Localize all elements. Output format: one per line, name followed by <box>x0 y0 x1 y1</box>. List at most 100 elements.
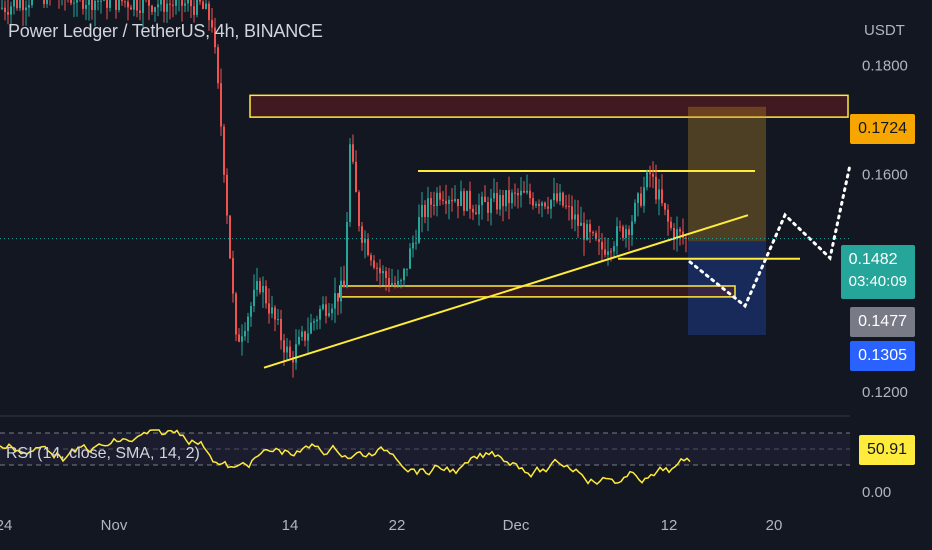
candle-body <box>313 321 315 323</box>
candle-body <box>274 307 276 320</box>
candle-body <box>88 0 90 5</box>
time-axis-label: Nov <box>101 517 128 534</box>
candle-body <box>598 239 600 242</box>
candle-body <box>388 278 390 286</box>
candle-body <box>391 283 393 286</box>
candle-body <box>277 318 279 320</box>
candle-body <box>565 205 567 207</box>
candle-body <box>463 191 465 211</box>
candle-body <box>349 144 351 223</box>
candle-body <box>241 336 243 342</box>
candle-body <box>322 304 324 309</box>
candle-body <box>46 0 48 5</box>
last-price-tag: 0.1482 03:40:09 <box>840 245 915 299</box>
candle-body <box>547 206 549 209</box>
candle-body <box>610 251 612 253</box>
candle-body <box>4 7 6 13</box>
candle-body <box>490 198 492 213</box>
candle-body <box>571 206 573 220</box>
candle-body <box>550 200 552 209</box>
candle-body <box>370 255 372 261</box>
candle-body <box>319 308 321 320</box>
support-zone <box>339 285 736 298</box>
candle-body <box>163 0 165 12</box>
candle-body <box>217 47 219 84</box>
candle-body <box>568 205 570 207</box>
candle-body <box>595 232 597 240</box>
candle-body <box>25 7 27 11</box>
candle-body <box>553 193 555 201</box>
candle-body <box>451 199 453 202</box>
candle-body <box>271 307 273 314</box>
candle-body <box>283 340 285 353</box>
candle-body <box>538 203 540 206</box>
candle-body <box>469 190 471 209</box>
candle-body <box>7 12 9 15</box>
candle-body <box>211 20 213 28</box>
candle-body <box>289 346 291 358</box>
candle-body <box>340 280 342 302</box>
candle-body <box>589 224 591 233</box>
candle-body <box>127 1 129 8</box>
candle-body <box>232 258 234 294</box>
candle-body <box>496 192 498 210</box>
candle-body <box>481 196 483 206</box>
candle-body <box>574 214 576 220</box>
candle-body <box>412 242 414 249</box>
candle-body <box>169 3 171 5</box>
time-axis-label: 12 <box>661 517 678 534</box>
candle-body <box>409 248 411 269</box>
candle-body <box>73 2 75 4</box>
candle-body <box>634 202 636 222</box>
candle-body <box>586 224 588 240</box>
stop-price-tag: 0.1305 <box>850 341 915 371</box>
candle-body <box>367 238 369 256</box>
candle-body <box>205 3 207 9</box>
candle-body <box>328 313 330 316</box>
time-axis-label: 14 <box>282 517 299 534</box>
candle-body <box>406 268 408 270</box>
candle-body <box>166 3 168 12</box>
candle-body <box>172 4 174 6</box>
candle-body <box>193 6 195 15</box>
candle-body <box>418 217 420 243</box>
candle-body <box>505 190 507 207</box>
candle-body <box>304 331 306 341</box>
candle-body <box>136 0 138 11</box>
candle-body <box>403 268 405 281</box>
mark-price-tag: 0.1477 <box>850 307 915 337</box>
candle-body <box>346 222 348 288</box>
candle-body <box>97 0 99 2</box>
candle-body <box>331 308 333 314</box>
candle-body <box>229 215 231 259</box>
candle-body <box>103 0 105 1</box>
candle-body <box>100 0 102 2</box>
candle-body <box>649 172 651 175</box>
candle-body <box>619 226 621 228</box>
candle-body <box>433 204 435 207</box>
time-axis-label: 22 <box>389 517 406 534</box>
candle-body <box>436 192 438 207</box>
candle-body <box>31 0 33 6</box>
currency-label: USDT <box>864 22 905 39</box>
candle-body <box>415 242 417 244</box>
candle-body <box>361 226 363 243</box>
candle-body <box>667 209 669 222</box>
candle-body <box>226 174 228 216</box>
candle-body <box>13 0 15 7</box>
candle-body <box>508 190 510 204</box>
candle-body <box>532 198 534 206</box>
candle-body <box>664 203 666 210</box>
candle-body <box>613 246 615 252</box>
candle-body <box>121 0 123 2</box>
candle-body <box>151 5 153 12</box>
candle-body <box>424 205 426 217</box>
candle-body <box>655 176 657 200</box>
candle-body <box>400 280 402 282</box>
candle-body <box>292 357 294 363</box>
candle-body <box>394 283 396 285</box>
candle-body <box>604 249 606 255</box>
candle-body <box>28 5 30 8</box>
